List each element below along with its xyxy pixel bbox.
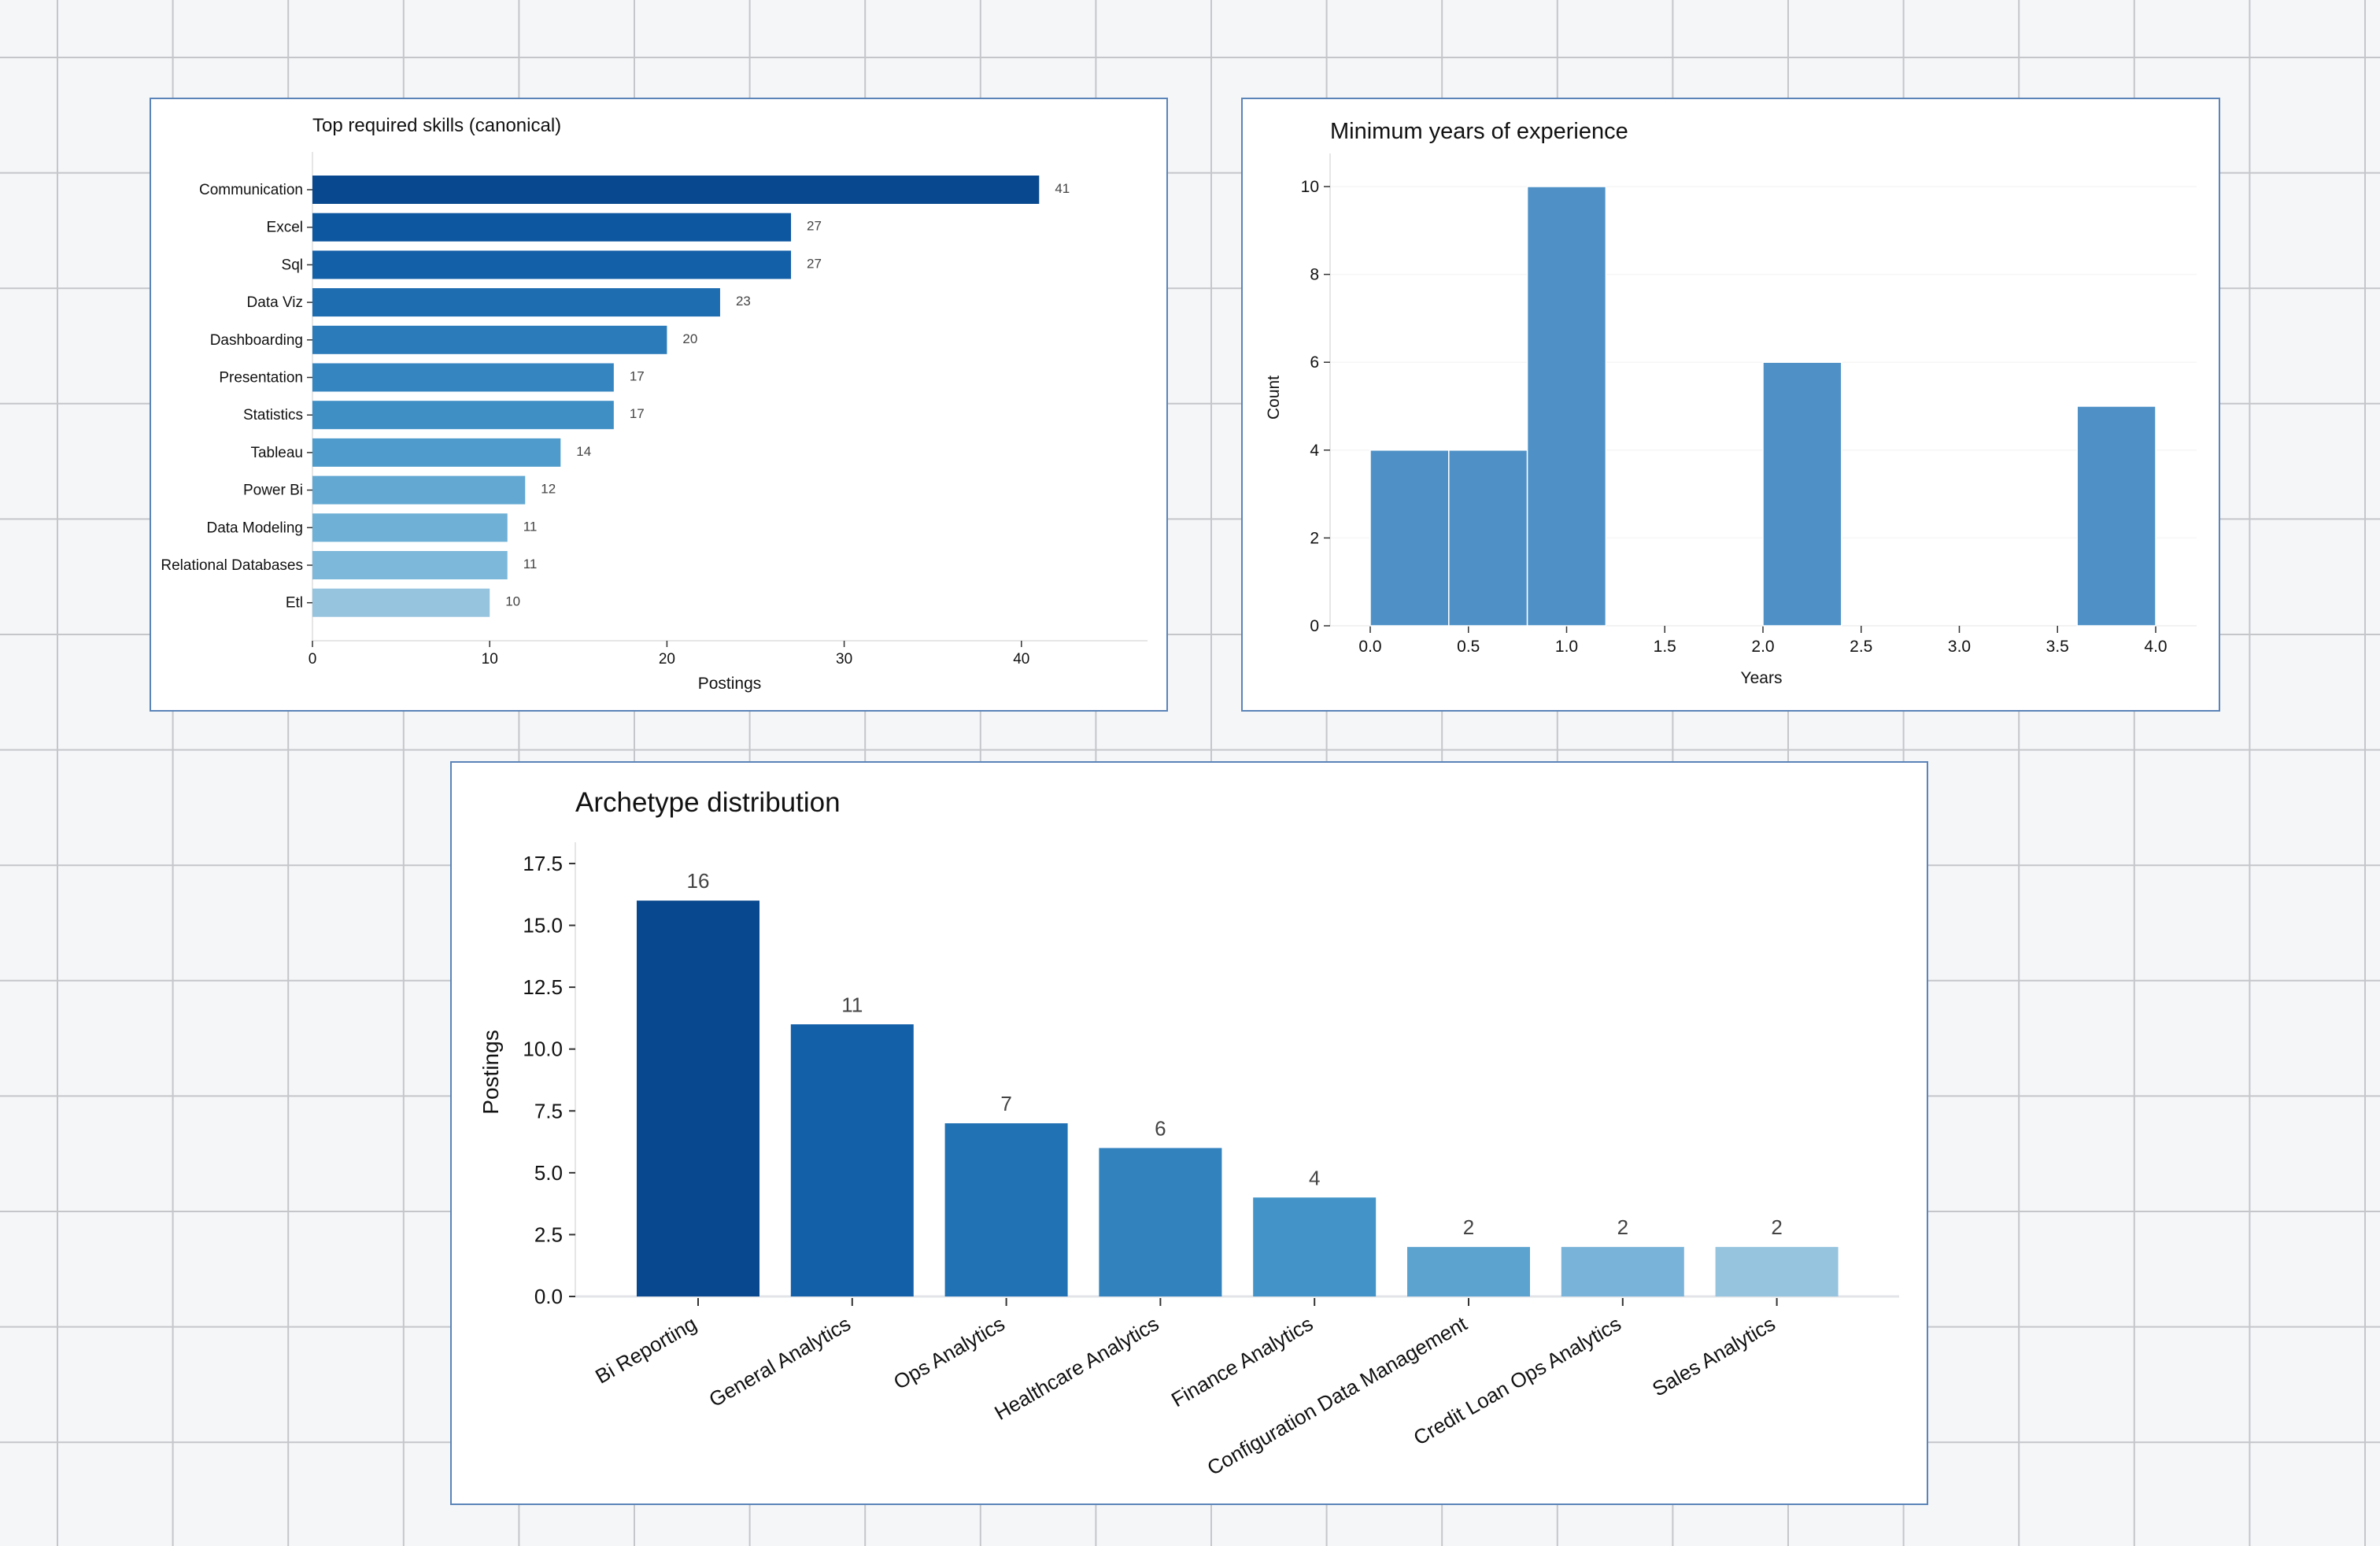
- bar: [312, 250, 792, 279]
- chart-title: Top required skills (canonical): [312, 115, 561, 136]
- data-label: 27: [807, 219, 822, 234]
- bar: [1561, 1247, 1684, 1296]
- bar: [312, 475, 526, 505]
- histogram-bar: [1448, 449, 1528, 627]
- data-label: 6: [1155, 1116, 1166, 1140]
- data-label: 23: [736, 294, 751, 309]
- data-label: 11: [841, 993, 863, 1016]
- bar: [1715, 1247, 1839, 1296]
- histogram-bar: [1762, 361, 1842, 627]
- y-tick-label: 10: [1301, 178, 1319, 196]
- data-label: 11: [523, 519, 538, 534]
- y-tick-label: Sql: [282, 257, 303, 273]
- x-tick-label: 3.0: [1948, 638, 1971, 656]
- bar: [312, 513, 508, 542]
- y-tick-label: 0.0: [534, 1285, 563, 1308]
- x-tick-label: 4.0: [2144, 638, 2167, 656]
- data-label: 20: [682, 331, 697, 346]
- bar: [1099, 1148, 1222, 1296]
- histogram-bar: [2076, 405, 2156, 627]
- x-tick-label: 20: [659, 651, 675, 668]
- data-label: 4: [1309, 1166, 1320, 1189]
- data-label: 2: [1463, 1215, 1474, 1239]
- bar: [312, 588, 490, 617]
- bar: [312, 551, 508, 579]
- data-label: 16: [687, 869, 710, 893]
- y-tick-label: 7.5: [534, 1099, 563, 1123]
- x-axis-label: Years: [1741, 669, 1783, 687]
- y-tick-label: Excel: [267, 220, 303, 236]
- data-label: 2: [1617, 1215, 1628, 1239]
- y-tick-label: Communication: [199, 182, 303, 198]
- x-tick-label: 40: [1013, 651, 1029, 668]
- x-tick-label: 10: [482, 651, 498, 668]
- chart-title: Minimum years of experience: [1330, 119, 1628, 144]
- x-tick-label: 2.0: [1751, 638, 1774, 656]
- data-label: 17: [630, 369, 645, 384]
- x-tick-label: 1.0: [1555, 638, 1578, 656]
- data-label: 10: [505, 594, 520, 609]
- x-axis-label: Postings: [698, 675, 762, 693]
- x-tick-label: 3.5: [2046, 638, 2069, 656]
- chart-title: Archetype distribution: [575, 787, 841, 818]
- y-tick-label: 10.0: [523, 1037, 563, 1061]
- experience-plot: 0 2 4 6 8 10 0.0 0.5 1.0 1.5 2.0 2.5 3.0 3.5 4.0: [1301, 153, 2197, 656]
- bar: [312, 176, 1040, 204]
- y-tick-label: Statistics: [243, 407, 303, 423]
- y-tick-label: Relational Databases: [161, 557, 303, 574]
- y-tick-label: Power Bi: [243, 483, 303, 499]
- y-tick-label: Presentation: [219, 370, 303, 386]
- bar: [312, 438, 561, 467]
- bar: [944, 1123, 1068, 1296]
- skills-chart-panel: Top required skills (canonical) 0 10 20 30 4…: [150, 98, 1168, 712]
- data-label: 12: [541, 482, 556, 497]
- x-tick-label: 0.0: [1358, 638, 1381, 656]
- y-tick-label: 15.0: [523, 914, 563, 938]
- y-axis-label: Count: [1265, 375, 1283, 420]
- bar: [1253, 1197, 1377, 1296]
- bar: [312, 288, 720, 317]
- skills-plot: 0 10 20 30 40 Communication 41 Excel 27 Sql 27 Data…: [161, 152, 1148, 668]
- y-tick-label: 6: [1310, 353, 1319, 372]
- y-tick-label: Tableau: [250, 445, 303, 461]
- bar: [312, 401, 614, 430]
- histogram-bar: [1526, 186, 1607, 627]
- y-tick-label: 5.0: [534, 1161, 563, 1185]
- x-tick-label: 0: [309, 651, 317, 668]
- y-tick-label: 8: [1310, 266, 1319, 284]
- y-tick-label: 4: [1310, 442, 1319, 460]
- data-label: 17: [630, 406, 645, 421]
- x-tick-label: 2.5: [1850, 638, 1872, 656]
- y-tick-label: 12.5: [523, 975, 563, 999]
- y-tick-label: 0: [1310, 617, 1319, 635]
- bar: [637, 901, 759, 1296]
- data-label: 2: [1771, 1215, 1782, 1239]
- bar: [790, 1024, 914, 1296]
- bar: [312, 363, 614, 392]
- data-label: 14: [576, 444, 591, 459]
- x-tick-label: 30: [836, 651, 852, 668]
- y-tick-label: 2.5: [534, 1222, 563, 1246]
- y-tick-label: 2: [1310, 529, 1319, 547]
- data-label: 27: [807, 256, 822, 271]
- y-tick-label: Data Modeling: [206, 520, 303, 536]
- bar: [312, 213, 792, 242]
- y-tick-label: Etl: [286, 595, 303, 612]
- y-axis-label: Postings: [479, 1030, 503, 1114]
- data-label: 41: [1055, 181, 1070, 196]
- bar: [1407, 1247, 1530, 1296]
- histogram-bar: [1369, 449, 1450, 627]
- y-tick-label: 17.5: [523, 852, 563, 875]
- bar: [312, 325, 667, 354]
- data-label: 7: [1000, 1092, 1011, 1115]
- archetype-chart-panel: Archetype distribution 0.0 2.5 5.0 7.5 10.0 1…: [450, 761, 1928, 1505]
- data-label: 11: [523, 557, 538, 571]
- x-tick-label: 1.5: [1654, 638, 1676, 656]
- y-tick-label: Data Viz: [247, 294, 303, 311]
- experience-chart-panel: Minimum years of experience 0 2 4 6 8 10 0.0 0.…: [1241, 98, 2220, 712]
- x-tick-label: 0.5: [1457, 638, 1480, 656]
- y-tick-label: Dashboarding: [210, 332, 303, 349]
